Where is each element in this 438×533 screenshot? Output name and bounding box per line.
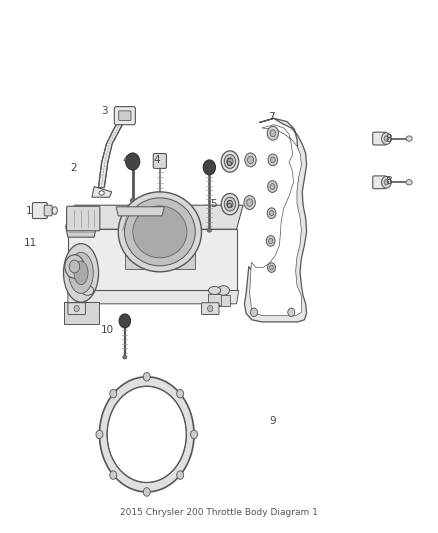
Polygon shape <box>68 205 243 229</box>
Ellipse shape <box>124 198 195 266</box>
Circle shape <box>65 255 84 278</box>
Ellipse shape <box>123 355 127 359</box>
FancyBboxPatch shape <box>67 206 100 231</box>
Circle shape <box>203 160 215 175</box>
Ellipse shape <box>74 261 88 285</box>
Circle shape <box>177 471 184 479</box>
Ellipse shape <box>131 198 135 203</box>
Ellipse shape <box>207 228 212 232</box>
Circle shape <box>119 314 131 328</box>
Ellipse shape <box>158 200 162 205</box>
Circle shape <box>269 211 274 216</box>
Circle shape <box>381 133 391 144</box>
Circle shape <box>110 390 117 398</box>
Circle shape <box>247 156 254 164</box>
Text: 3: 3 <box>101 106 107 116</box>
Circle shape <box>384 136 389 141</box>
Circle shape <box>221 151 239 172</box>
Circle shape <box>268 263 276 272</box>
Circle shape <box>221 193 239 215</box>
Circle shape <box>107 386 186 482</box>
Circle shape <box>268 238 273 244</box>
Ellipse shape <box>81 286 94 295</box>
Polygon shape <box>124 232 195 269</box>
FancyBboxPatch shape <box>68 303 85 314</box>
Circle shape <box>69 260 80 273</box>
Text: 11: 11 <box>24 238 37 247</box>
Circle shape <box>143 373 150 381</box>
FancyBboxPatch shape <box>114 107 135 125</box>
Ellipse shape <box>99 191 104 195</box>
Ellipse shape <box>64 244 99 302</box>
Circle shape <box>191 430 198 439</box>
Polygon shape <box>116 207 164 216</box>
Circle shape <box>251 308 258 317</box>
Circle shape <box>224 155 236 168</box>
Text: 8: 8 <box>385 176 392 186</box>
Polygon shape <box>68 229 237 290</box>
Circle shape <box>227 200 233 208</box>
Text: 2015 Chrysler 200 Throttle Body Diagram 1: 2015 Chrysler 200 Throttle Body Diagram … <box>120 508 318 517</box>
Circle shape <box>110 471 117 479</box>
Ellipse shape <box>406 180 412 185</box>
Polygon shape <box>208 294 221 305</box>
Ellipse shape <box>118 192 201 272</box>
Circle shape <box>270 183 275 189</box>
Circle shape <box>268 154 278 166</box>
Circle shape <box>288 308 295 317</box>
Polygon shape <box>68 290 239 304</box>
Circle shape <box>268 181 277 192</box>
Circle shape <box>245 153 256 167</box>
Polygon shape <box>92 187 112 197</box>
Circle shape <box>227 158 233 165</box>
Text: 4: 4 <box>123 155 129 165</box>
FancyBboxPatch shape <box>32 203 47 219</box>
Circle shape <box>177 390 184 398</box>
Circle shape <box>74 305 79 312</box>
Circle shape <box>381 176 391 188</box>
Polygon shape <box>217 295 230 306</box>
FancyBboxPatch shape <box>119 111 131 120</box>
Text: 9: 9 <box>269 416 276 426</box>
Circle shape <box>270 130 276 136</box>
Ellipse shape <box>217 286 230 295</box>
Text: 1: 1 <box>26 206 33 215</box>
Text: 6: 6 <box>226 158 232 167</box>
FancyBboxPatch shape <box>44 205 52 216</box>
Polygon shape <box>66 219 96 237</box>
Ellipse shape <box>52 207 57 214</box>
Circle shape <box>96 430 103 439</box>
Circle shape <box>269 265 273 270</box>
Ellipse shape <box>406 136 412 141</box>
Circle shape <box>267 208 276 219</box>
Circle shape <box>247 199 253 206</box>
Ellipse shape <box>133 206 187 258</box>
Circle shape <box>208 305 213 312</box>
Polygon shape <box>244 118 307 322</box>
Text: 4: 4 <box>153 155 160 165</box>
Text: 2: 2 <box>70 163 77 173</box>
Text: 6: 6 <box>226 200 232 210</box>
Circle shape <box>143 488 150 496</box>
Ellipse shape <box>69 253 93 294</box>
Text: 7: 7 <box>268 112 275 122</box>
Circle shape <box>244 196 255 209</box>
Circle shape <box>271 157 275 163</box>
FancyBboxPatch shape <box>201 303 219 314</box>
Ellipse shape <box>208 286 221 294</box>
Text: 10: 10 <box>101 326 114 335</box>
Circle shape <box>267 126 279 140</box>
Circle shape <box>266 236 275 246</box>
FancyBboxPatch shape <box>373 132 386 145</box>
Text: 5: 5 <box>210 199 217 208</box>
FancyBboxPatch shape <box>373 176 386 189</box>
Polygon shape <box>250 125 301 316</box>
Circle shape <box>384 180 389 185</box>
Text: 8: 8 <box>385 134 392 143</box>
Circle shape <box>224 197 236 211</box>
Circle shape <box>126 153 140 170</box>
Polygon shape <box>99 118 127 188</box>
Polygon shape <box>64 302 99 324</box>
FancyBboxPatch shape <box>153 154 166 168</box>
